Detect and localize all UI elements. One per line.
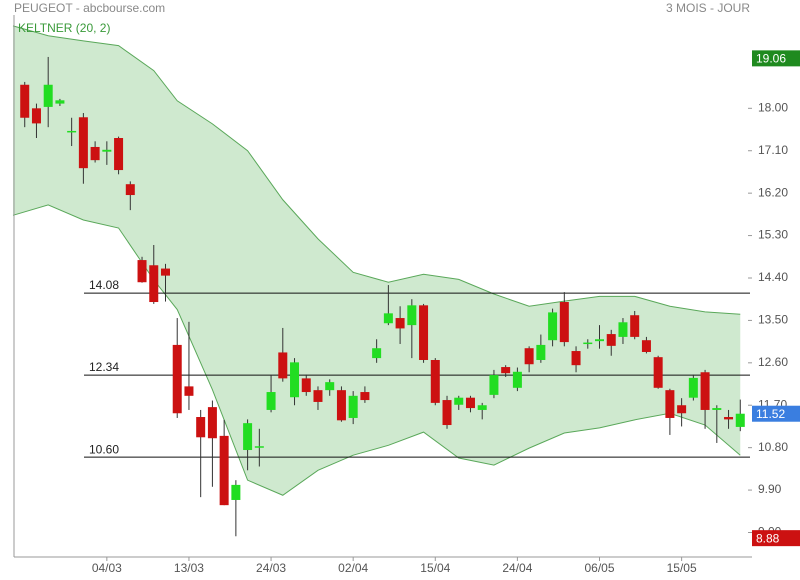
- candle-body: [90, 146, 100, 161]
- y-tick-label: 10.80: [758, 440, 788, 454]
- candle-body: [559, 302, 569, 343]
- candle-body: [606, 334, 616, 346]
- candle-body: [196, 417, 206, 438]
- candle-body: [524, 348, 534, 365]
- price-marker-label: 8.88: [756, 531, 780, 545]
- candle-body: [583, 342, 593, 345]
- x-tick-label: 24/04: [502, 561, 532, 575]
- candle-body: [254, 446, 264, 448]
- candle-body: [360, 392, 370, 401]
- candle-body: [630, 315, 640, 337]
- price-marker-label: 19.06: [756, 52, 786, 66]
- candle-body: [78, 117, 88, 169]
- candle-body: [536, 344, 546, 360]
- level-label: 10.60: [89, 442, 119, 456]
- chart-subtitle: 3 MOIS - JOUR: [666, 1, 750, 15]
- candle-body: [160, 268, 170, 276]
- candle-body: [395, 318, 405, 329]
- y-tick-label: 15.30: [758, 228, 788, 242]
- candle-body: [137, 260, 147, 283]
- candle-body: [149, 265, 159, 303]
- price-marker: [752, 530, 800, 547]
- x-tick-label: 15/04: [420, 561, 450, 575]
- candle-body: [665, 390, 675, 418]
- candle-body: [548, 312, 558, 341]
- x-tick-label: 15/05: [667, 561, 697, 575]
- y-tick-label: 18.00: [758, 100, 788, 114]
- candle-body: [114, 138, 124, 171]
- y-tick-label: 13.50: [758, 313, 788, 327]
- candle-body: [172, 344, 182, 414]
- candle-body: [735, 413, 745, 427]
- candle-body: [688, 377, 698, 398]
- candle-body: [67, 130, 77, 133]
- price-marker: [752, 50, 800, 67]
- candle-body: [618, 322, 628, 337]
- x-tick-label: 04/03: [92, 561, 122, 575]
- candle-body: [243, 423, 253, 451]
- candle-body: [102, 149, 112, 152]
- chart-title: PEUGEOT - abcbourse.com: [14, 1, 165, 15]
- candle-body: [184, 386, 194, 396]
- keltner-fill: [13, 25, 741, 496]
- candle-body: [454, 397, 464, 405]
- candle-body: [301, 378, 311, 393]
- price-marker-label: 11.52: [756, 407, 785, 421]
- candle-body: [43, 84, 53, 107]
- candle-body: [231, 484, 241, 500]
- keltner-upper: [12, 25, 741, 315]
- price-marker: [752, 405, 800, 422]
- candle-body: [20, 84, 30, 118]
- candle-body: [219, 435, 229, 506]
- level-label: 14.08: [89, 278, 119, 292]
- candle-body: [595, 339, 605, 342]
- candle-body: [465, 397, 475, 409]
- candle-body: [477, 405, 487, 410]
- candle-body: [372, 348, 382, 359]
- x-tick-label: 24/03: [256, 561, 286, 575]
- y-tick-label: 12.60: [758, 355, 788, 369]
- candle-body: [653, 357, 663, 388]
- x-tick-label: 13/03: [174, 561, 204, 575]
- candle-body: [348, 395, 358, 418]
- candle-body: [383, 313, 393, 324]
- x-tick-label: 02/04: [338, 561, 368, 575]
- candle-body: [419, 305, 429, 360]
- y-tick-label: 14.40: [758, 270, 788, 284]
- y-tick-label: 16.20: [758, 185, 788, 199]
- y-tick-label: 17.10: [758, 143, 788, 157]
- candle-body: [55, 100, 65, 104]
- candle-body: [407, 305, 417, 326]
- candle-body: [512, 371, 522, 388]
- candle-body: [489, 375, 499, 395]
- candle-body: [207, 407, 217, 439]
- candle-body: [31, 108, 41, 124]
- candle-body: [571, 351, 581, 366]
- candle-body: [430, 359, 440, 403]
- candle-body: [278, 352, 288, 379]
- indicator-label: KELTNER (20, 2): [18, 21, 110, 35]
- candle-body: [290, 362, 300, 398]
- candle-body: [125, 184, 135, 196]
- candle-body: [641, 340, 651, 352]
- candle-body: [442, 400, 452, 426]
- candle-body: [700, 372, 710, 410]
- candle-body: [336, 390, 346, 421]
- y-tick-label: 9.90: [758, 482, 782, 496]
- candle-body: [724, 417, 734, 420]
- candle-body: [712, 408, 722, 410]
- level-label: 12.34: [89, 360, 119, 374]
- candle-body: [677, 405, 687, 414]
- candle-body: [501, 367, 511, 374]
- x-tick-label: 06/05: [584, 561, 614, 575]
- candle-body: [325, 382, 335, 391]
- candle-body: [313, 390, 323, 402]
- candle-body: [266, 392, 276, 410]
- keltner-lower: [12, 204, 741, 496]
